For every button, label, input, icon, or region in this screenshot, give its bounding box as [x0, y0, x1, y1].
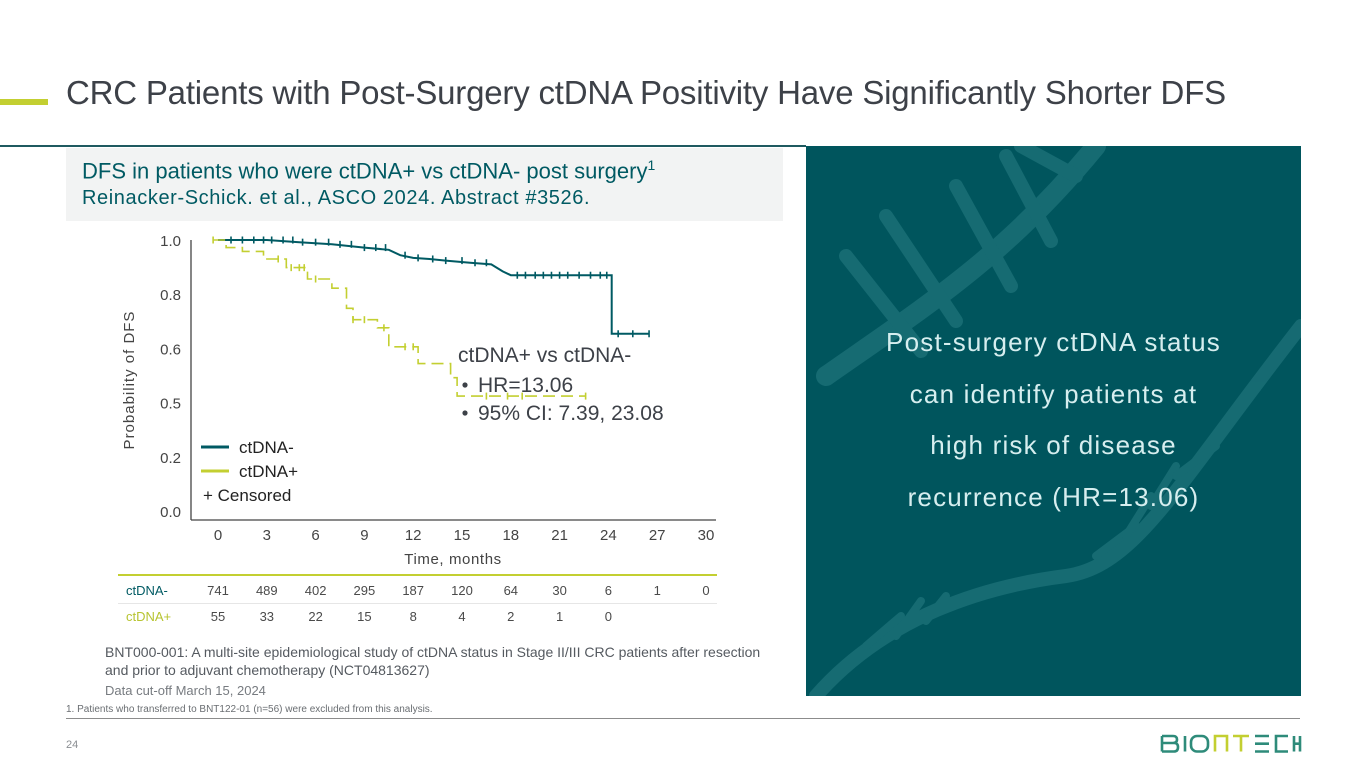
at-risk-cell: 741	[207, 583, 229, 598]
y-tick-label: 0.5	[160, 396, 181, 413]
at-risk-cell: 187	[402, 583, 425, 598]
at-risk-cell: 295	[353, 583, 376, 598]
footnote: 1. Patients who transferred to BNT122-01…	[66, 704, 433, 715]
at-risk-cell: 120	[451, 583, 473, 598]
key-takeaway-line: high risk of disease	[930, 430, 1177, 460]
x-tick-label: 24	[600, 527, 617, 544]
at-risk-row-label: ctDNA+	[126, 609, 172, 624]
annotation-heading: ctDNA+ vs ctDNA-	[458, 344, 631, 367]
at-risk-cell: 2	[507, 609, 515, 624]
x-tick-label: 6	[311, 527, 319, 544]
x-tick-label: 18	[502, 527, 519, 544]
y-tick-label: 0.6	[160, 341, 181, 358]
annotation-bullet-text: HR=13.06	[478, 374, 573, 397]
at-risk-cell: 30	[552, 583, 567, 598]
header-divider	[0, 145, 806, 147]
key-takeaway-line: Post-surgery ctDNA status	[886, 327, 1221, 357]
x-tick-label: 0	[214, 527, 222, 544]
at-risk-cell: 33	[259, 609, 275, 624]
footer-divider	[66, 718, 1300, 719]
key-takeaway-panel: Post-surgery ctDNA status can identify p…	[806, 146, 1301, 696]
x-tick-label: 12	[405, 527, 422, 544]
at-risk-cell: 64	[503, 583, 519, 598]
footnote-marker: 1	[647, 157, 656, 173]
x-axis-title: Time, months	[404, 551, 502, 568]
annotation-bullet-icon	[462, 410, 468, 416]
hr-annotation: ctDNA+ vs ctDNA- HR=13.06 95% CI: 7.39, 23…	[458, 344, 664, 425]
legend-label: ctDNA+	[239, 462, 298, 481]
ctdna-pos-curve	[213, 239, 586, 397]
key-takeaway-line: recurrence (HR=13.06)	[907, 481, 1200, 512]
chart-subtitle: DFS in patients who were ctDNA+ vs ctDNA…	[82, 157, 655, 184]
legend-censored-label: + Censored	[203, 486, 291, 505]
dna-helix-background-icon	[809, 146, 1301, 696]
x-tick-label: 30	[698, 527, 715, 544]
at-risk-cell: 6	[604, 583, 612, 598]
y-tick-label: 0.2	[160, 450, 181, 467]
at-risk-cell: 15	[357, 609, 372, 624]
x-tick-label: 21	[551, 527, 568, 544]
chart-axes: 0.0 0.2 0.5 0.6 0.8 1.0 0 3 6 9 12 15 18 21 24 27 30 Time…	[121, 233, 716, 568]
y-tick-label: 0.0	[160, 504, 181, 521]
at-risk-row-ctdna-neg: ctDNA- 741 489 402 295 187 120 64 30 6 1 0	[118, 577, 717, 604]
at-risk-table-rule	[118, 574, 717, 576]
annotation-bullet-text: 95% CI: 7.39, 23.08	[478, 402, 664, 425]
key-takeaway-line: can identify patients at	[909, 378, 1198, 409]
chart-subtitle-text: DFS in patients who were ctDNA+ vs ctDNA…	[82, 158, 648, 184]
at-risk-cell: 489	[255, 583, 278, 598]
at-risk-cell: 0	[702, 583, 710, 598]
at-risk-cell: 1	[555, 609, 564, 624]
legend-label: ctDNA-	[239, 438, 294, 457]
x-tick-label: 9	[360, 527, 368, 544]
km-chart: 0.0 0.2 0.5 0.6 0.8 1.0 0 3 6 9 12 15 18 21 24 27 30 Time…	[121, 233, 716, 568]
biontech-logo	[1160, 734, 1302, 753]
chart-subtitle-box: DFS in patients who were ctDNA+ vs ctDNA…	[66, 148, 783, 221]
at-risk-row-label: ctDNA-	[126, 583, 168, 598]
at-risk-cell: 8	[409, 609, 417, 624]
annotation-bullet-icon	[462, 382, 468, 388]
y-tick-label: 0.8	[160, 287, 181, 304]
chart-curves	[213, 239, 650, 397]
at-risk-cell: 4	[458, 609, 466, 624]
ctdna-neg-curve	[218, 239, 650, 335]
at-risk-cell: 402	[304, 583, 327, 598]
study-description: BNT000-001: A multi-site epidemiological…	[105, 644, 761, 678]
key-takeaway-text: Post-surgery ctDNA status can identify p…	[806, 317, 1301, 523]
at-risk-cell: 0	[604, 609, 612, 624]
slide-title: CRC Patients with Post-Surgery ctDNA Pos…	[66, 74, 1226, 111]
y-axis-title: Probability of DFS	[121, 311, 138, 450]
at-risk-row-ctdna-pos: ctDNA+ 55 33 22 15 8 4 2 1 0	[118, 603, 717, 629]
x-tick-label: 3	[263, 527, 271, 544]
chart-citation: Reinacker-Schick. et al., ASCO 2024. Abs…	[82, 187, 591, 209]
x-tick-label: 15	[454, 527, 471, 544]
chart-legend: ctDNA-ctDNA+ + Censored	[201, 438, 298, 505]
y-tick-label: 1.0	[160, 233, 181, 250]
x-tick-label: 27	[649, 527, 666, 544]
chart-censor-marks	[212, 236, 650, 400]
at-risk-cell: 55	[210, 609, 226, 624]
title-accent-bar	[0, 99, 48, 105]
at-risk-cell: 1	[653, 583, 661, 598]
page-number: 24	[66, 739, 79, 751]
data-cutoff-note: Data cut-off March 15, 2024	[105, 683, 266, 698]
at-risk-cell: 22	[308, 609, 323, 624]
